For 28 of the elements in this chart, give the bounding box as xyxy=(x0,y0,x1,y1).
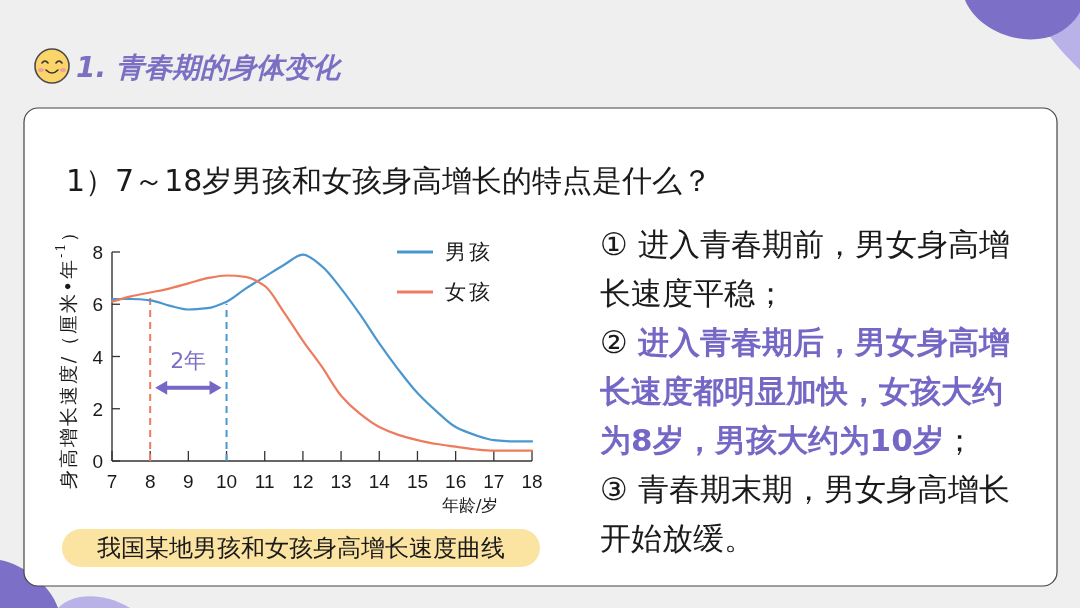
chart-title: 1. 青春期的身体变化 xyxy=(76,50,343,84)
text: ① 进入青春期前，男女身高增长速度平稳； xyxy=(600,225,1011,313)
legend-label: 女孩 xyxy=(445,280,493,304)
x-tick-label: 14 xyxy=(368,470,391,492)
x-tick-label: 18 xyxy=(521,470,543,492)
legend-label: 男孩 xyxy=(445,240,493,264)
chart-subtitle: 1）7～18岁男孩和女孩身高增长的特点是什么？ xyxy=(66,162,713,198)
text: ③ 青春期末期，男女身高增长开始放缓。 xyxy=(600,470,1011,558)
x-tick-label: 10 xyxy=(215,470,238,492)
x-tick-label: 12 xyxy=(292,470,314,492)
text: ② 进入青春期后，男女身高增长速度都明显加快，女孩大约为8岁，男孩大约为10岁； xyxy=(600,323,1011,460)
annotation: 2年 xyxy=(170,347,207,373)
x-axis-title: 年龄/岁 xyxy=(441,495,499,515)
x-tick-label: 7 xyxy=(106,470,118,492)
x-tick-label: 8 xyxy=(144,470,156,492)
x-tick-label: 13 xyxy=(330,470,352,492)
x-tick-label: 9 xyxy=(183,470,194,492)
x-tick-label: 15 xyxy=(406,470,429,492)
y-tick-label: 0 xyxy=(92,450,103,472)
y-tick-label: 2 xyxy=(92,398,103,420)
line-series xyxy=(110,274,534,452)
x-tick-label: 17 xyxy=(483,470,505,492)
y-tick-label: 6 xyxy=(92,293,103,315)
y-tick-label: 8 xyxy=(92,241,103,263)
caption: 我国某地男孩和女孩身高增长速度曲线 xyxy=(62,529,540,567)
y-tick-label: 4 xyxy=(92,346,104,367)
x-tick-label: 16 xyxy=(445,470,467,492)
x-tick-label: 11 xyxy=(254,470,275,492)
